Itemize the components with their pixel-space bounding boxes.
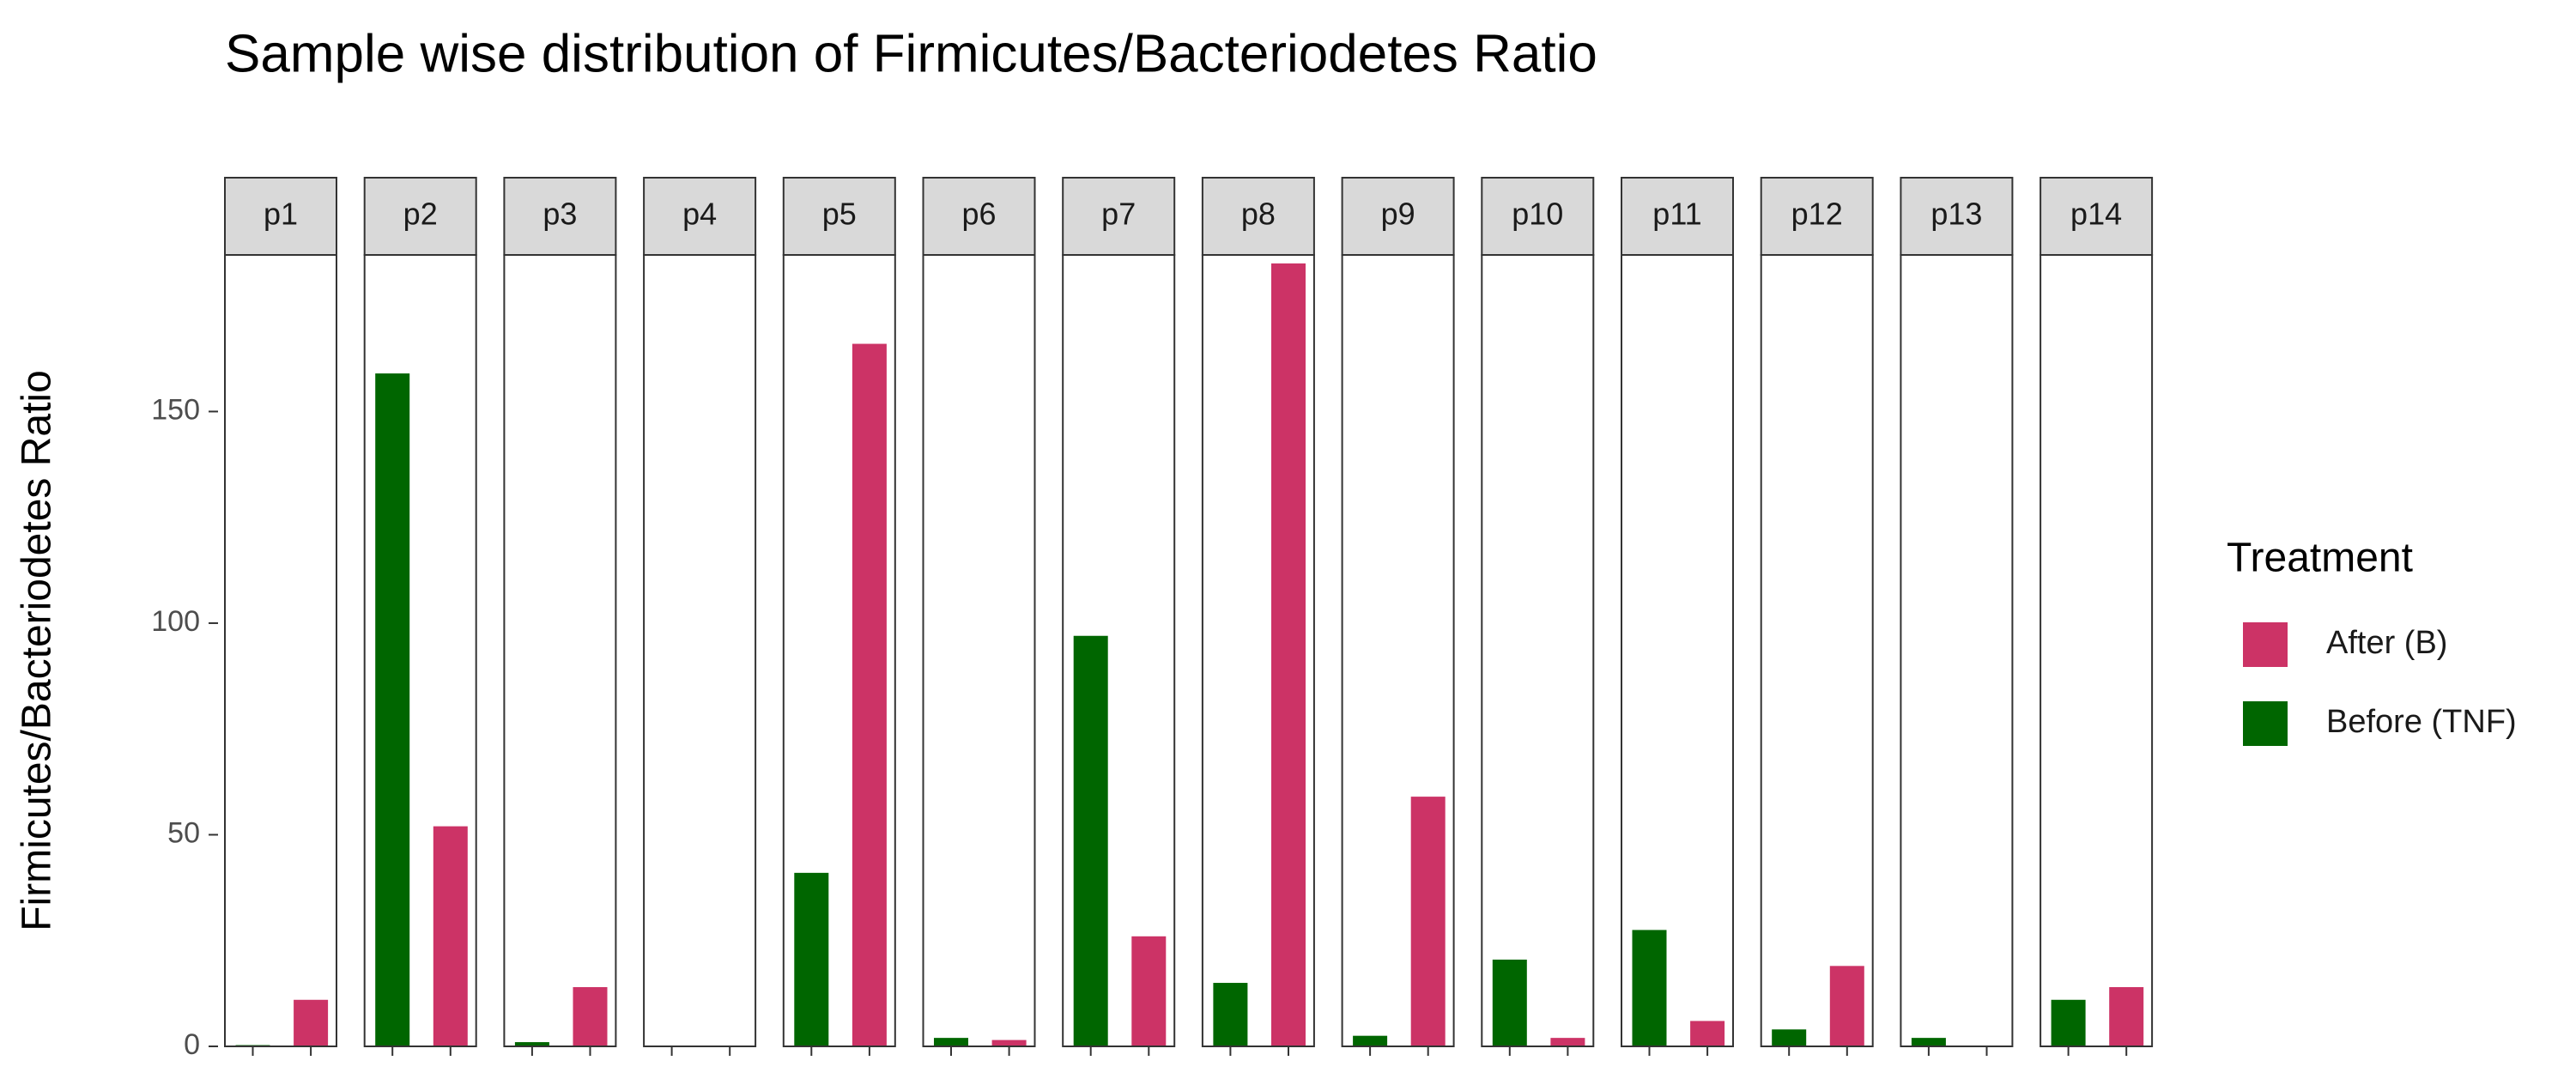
facet-border <box>503 254 617 1047</box>
legend-title: Treatment <box>2227 536 2413 581</box>
bar <box>514 1042 549 1046</box>
facet-label: p3 <box>542 197 577 232</box>
bar <box>2109 986 2144 1046</box>
facet-strip <box>363 177 477 256</box>
bar <box>1213 983 1248 1046</box>
facet-border <box>1760 254 1874 1047</box>
facet-border <box>2040 254 2154 1047</box>
facet-panel <box>1900 255 2013 1046</box>
facet-strip <box>782 177 896 256</box>
legend-label: Before (TNF) <box>2326 704 2517 740</box>
y-tick-label: 150 <box>151 393 200 426</box>
facet-strip <box>1760 177 1874 256</box>
bar <box>433 826 468 1046</box>
facet-panel <box>1482 255 1594 1046</box>
facet-label: p12 <box>1791 197 1843 232</box>
bar <box>294 999 329 1046</box>
facet-panel <box>1621 255 1733 1046</box>
facet-label: p2 <box>403 197 438 232</box>
facet-border <box>1481 254 1595 1047</box>
facet-strip <box>1900 177 2014 256</box>
facet-border <box>224 254 337 1047</box>
facet-panel <box>504 255 616 1046</box>
facet-label: p13 <box>1930 197 1982 232</box>
facet-label: p4 <box>682 197 717 232</box>
facet-strip <box>1481 177 1595 256</box>
bar <box>991 1039 1027 1046</box>
facet-label: p11 <box>1652 197 1701 232</box>
facet-panel <box>2040 255 2153 1046</box>
y-tick-label: 100 <box>151 605 200 638</box>
y-tick-label: 50 <box>167 816 200 849</box>
facet-strip <box>1341 177 1455 256</box>
bar <box>375 373 410 1046</box>
facet-strip <box>503 177 617 256</box>
facet-panel <box>225 255 336 1046</box>
facet-border <box>782 254 896 1047</box>
y-tick-label: 0 <box>184 1028 200 1061</box>
facet-strip <box>1062 177 1176 256</box>
facet-label: p1 <box>264 197 298 232</box>
facet-strip <box>922 177 1036 256</box>
facet-border <box>643 254 757 1047</box>
legend-label: After (B) <box>2326 625 2447 661</box>
bar <box>1632 930 1667 1046</box>
facet-border <box>1621 254 1734 1047</box>
facet-border <box>1062 254 1176 1047</box>
facet-label: p10 <box>1512 197 1563 232</box>
bar <box>794 872 829 1046</box>
bar <box>1911 1038 1946 1046</box>
bar <box>1271 263 1306 1046</box>
facet-label: p9 <box>1381 197 1415 232</box>
facet-border <box>363 254 477 1047</box>
bar <box>1353 1035 1388 1046</box>
chart-title: Sample wise distribution of Firmicutes/B… <box>225 24 1597 83</box>
bar <box>2051 999 2086 1046</box>
facet-label: p8 <box>1241 197 1276 232</box>
bar <box>1131 936 1167 1046</box>
bar <box>1772 1029 1807 1046</box>
facet-strip <box>643 177 757 256</box>
facet-strip <box>1201 177 1315 256</box>
facet-strip <box>224 177 337 256</box>
legend-key <box>2243 622 2288 667</box>
facet-border <box>1900 254 2014 1047</box>
bar <box>1492 959 1527 1046</box>
facet-label: p14 <box>2070 197 2122 232</box>
bar <box>1829 966 1864 1046</box>
bar <box>1550 1038 1585 1046</box>
facet-label: p6 <box>961 197 996 232</box>
bar <box>1073 635 1108 1046</box>
bar <box>852 343 887 1046</box>
bar <box>573 986 608 1046</box>
y-axis-label: Firmicutes/Bacteriodetes Ratio <box>15 370 60 931</box>
facet-label: p7 <box>1101 197 1136 232</box>
facet-panel <box>1761 255 1873 1046</box>
bar <box>1690 1021 1725 1046</box>
facet-border <box>922 254 1036 1047</box>
facet-border <box>1201 254 1315 1047</box>
facet-panel <box>644 255 756 1046</box>
bar <box>1410 797 1446 1046</box>
facet-panel <box>923 255 1035 1046</box>
facet-label: p5 <box>822 197 857 232</box>
bar <box>934 1038 968 1046</box>
facet-border <box>1341 254 1455 1047</box>
legend-key <box>2243 701 2288 746</box>
